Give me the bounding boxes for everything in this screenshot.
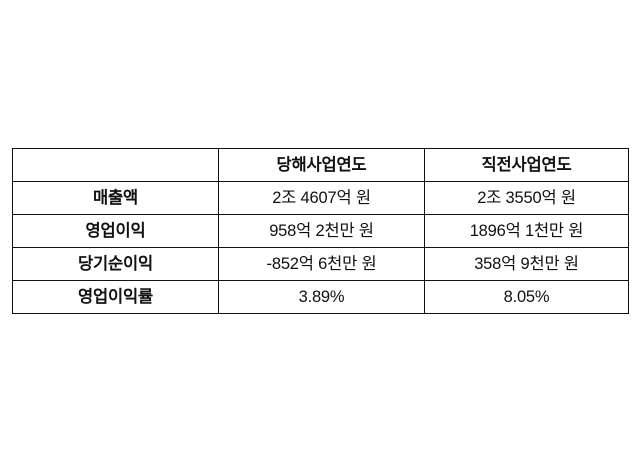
row-label-net-income: 당기순이익	[12, 247, 219, 281]
cell-operating-profit-current: 958억 2천만 원	[218, 214, 425, 248]
cell-revenue-current: 2조 4607억 원	[218, 181, 425, 215]
cell-net-income-prior: 358억 9천만 원	[424, 247, 629, 281]
table-row: 영업이익 958억 2천만 원 1896억 1천만 원	[12, 214, 629, 248]
table-row: 매출액 2조 4607억 원 2조 3550억 원	[12, 181, 629, 215]
row-label-revenue: 매출액	[12, 181, 219, 215]
row-label-operating-profit: 영업이익	[12, 214, 219, 248]
table-corner-cell	[12, 148, 219, 182]
financial-summary-table-container: 당해사업연도 직전사업연도 매출액 2조 4607억 원 2조 3550억 원 …	[12, 148, 629, 314]
cell-net-income-current: -852억 6천만 원	[218, 247, 425, 281]
column-header-prior-year: 직전사업연도	[424, 148, 629, 182]
table-header: 당해사업연도 직전사업연도	[12, 148, 629, 182]
table-row: 영업이익률 3.89% 8.05%	[12, 280, 629, 314]
financial-summary-table: 당해사업연도 직전사업연도 매출액 2조 4607억 원 2조 3550억 원 …	[12, 148, 629, 314]
table-body: 매출액 2조 4607억 원 2조 3550억 원 영업이익 958억 2천만 …	[12, 181, 629, 314]
cell-operating-margin-prior: 8.05%	[424, 280, 629, 314]
column-header-current-year: 당해사업연도	[218, 148, 425, 182]
table-header-row: 당해사업연도 직전사업연도	[12, 148, 629, 182]
table-row: 당기순이익 -852억 6천만 원 358억 9천만 원	[12, 247, 629, 281]
cell-operating-margin-current: 3.89%	[218, 280, 425, 314]
cell-operating-profit-prior: 1896억 1천만 원	[424, 214, 629, 248]
cell-revenue-prior: 2조 3550억 원	[424, 181, 629, 215]
row-label-operating-margin: 영업이익률	[12, 280, 219, 314]
